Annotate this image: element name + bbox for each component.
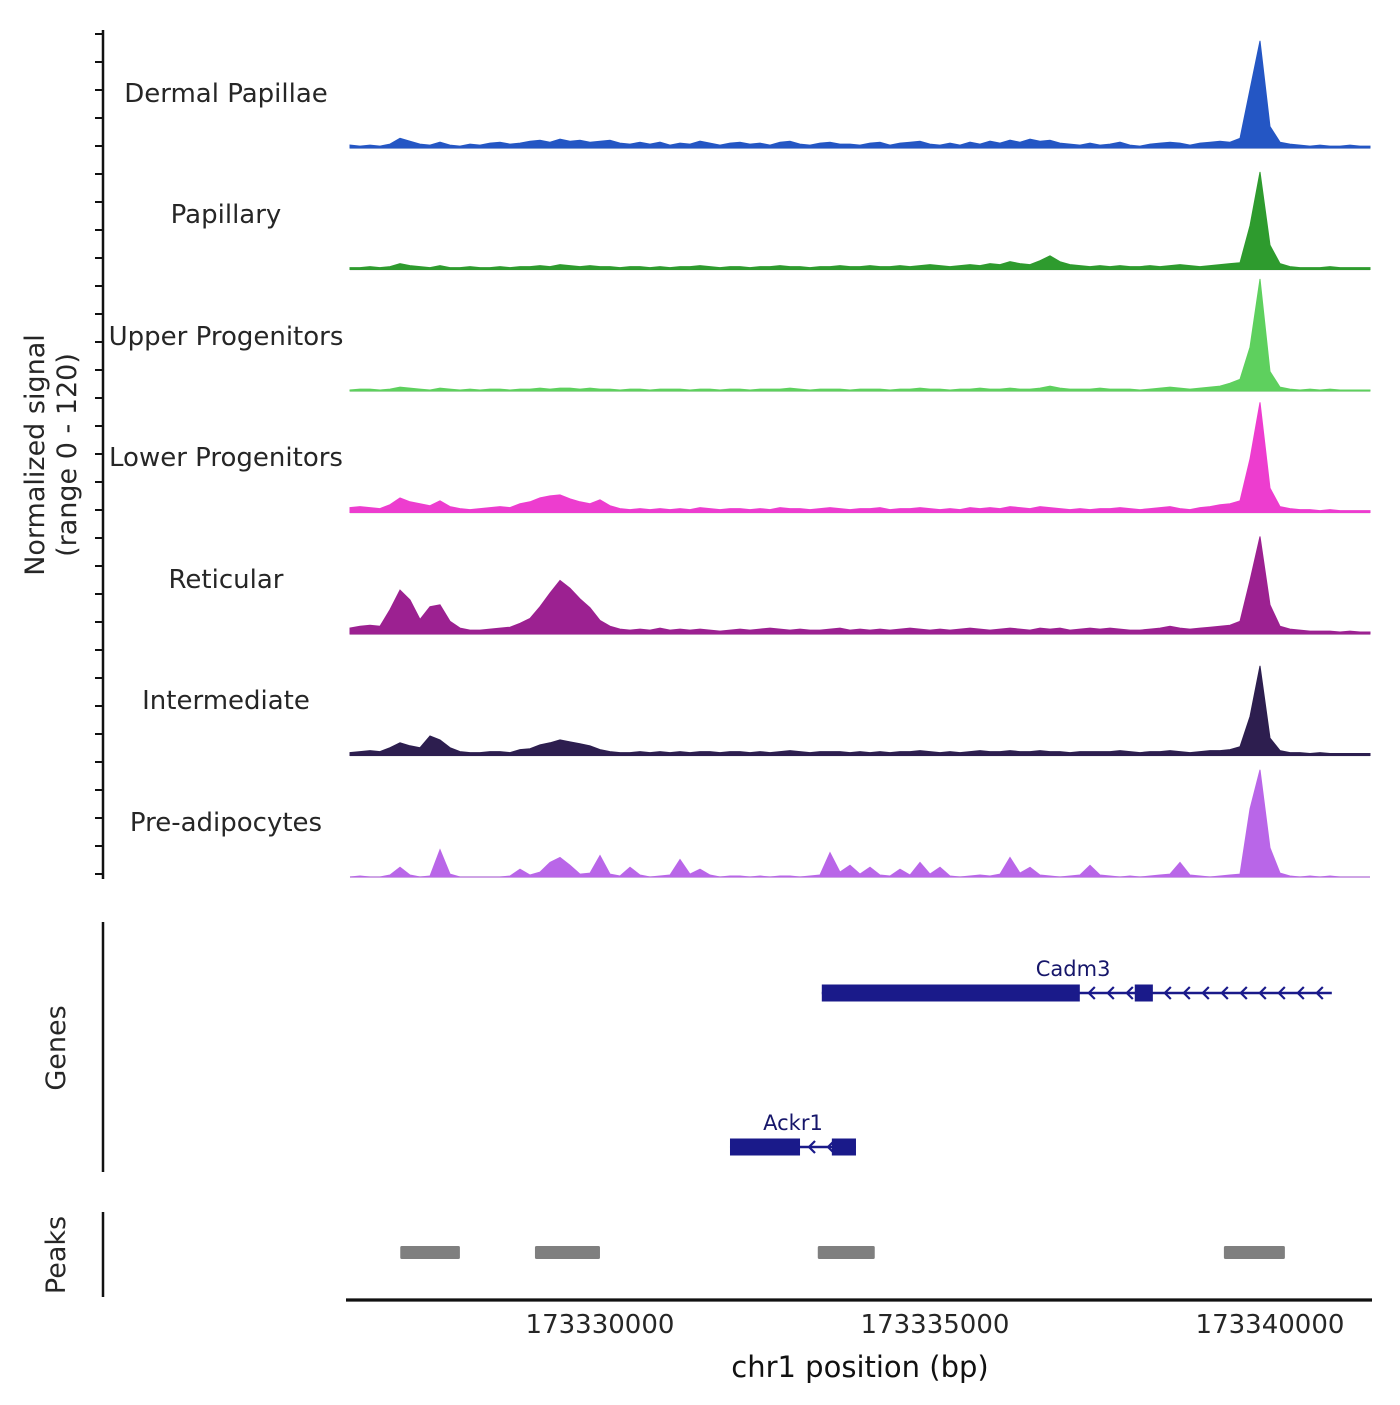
- gene-strand-arrow-icon: [1182, 986, 1191, 1000]
- gene-strand-arrow-icon: [1220, 986, 1229, 1000]
- y-axis-label-line1: Normalized signal: [20, 334, 51, 576]
- track-label-intermediate: Intermediate: [142, 686, 310, 716]
- track-label-dermal-papillae: Dermal Papillae: [124, 79, 328, 109]
- gene-strand-arrow-icon: [1315, 986, 1324, 1000]
- gene-exon-ackr1: [831, 1138, 856, 1156]
- track-label-lower-progenitors: Lower Progenitors: [109, 443, 343, 473]
- gene-exon-ackr1: [729, 1138, 801, 1156]
- gene-strand-arrow-icon: [1258, 986, 1267, 1000]
- y-axis-label-line2: (range 0 - 120): [52, 353, 83, 557]
- signal-area-papillary: [349, 171, 1371, 270]
- gene-strand-arrow-icon: [1239, 986, 1248, 1000]
- x-axis-title: chr1 position (bp): [731, 1350, 989, 1384]
- x-tick-label-173330000: 173330000: [525, 1310, 675, 1340]
- gene-label-cadm3: Cadm3: [1036, 957, 1111, 981]
- gene-strand-arrow-icon: [1163, 986, 1172, 1000]
- track-label-papillary: Papillary: [170, 200, 282, 230]
- peaks-section-label: Peaks: [41, 1215, 72, 1295]
- peak-region: [817, 1246, 875, 1259]
- gene-label-ackr1: Ackr1: [763, 1111, 823, 1135]
- gene-exon-cadm3: [1134, 984, 1153, 1002]
- gene-strand-arrow-icon: [1277, 986, 1286, 1000]
- signal-area-intermediate: [349, 665, 1371, 756]
- gene-strand-arrow-icon: [1087, 986, 1096, 1000]
- peak-region: [534, 1246, 600, 1259]
- x-tick-label-173335000: 173335000: [860, 1310, 1010, 1340]
- track-label-reticular: Reticular: [168, 565, 284, 595]
- signal-area-upper-progenitors: [349, 278, 1371, 392]
- track-label-upper-progenitors: Upper Progenitors: [108, 322, 344, 352]
- peak-region: [400, 1246, 460, 1259]
- gene-strand-arrow-icon: [1125, 986, 1134, 1000]
- peak-region: [1223, 1246, 1285, 1259]
- gene-exon-cadm3: [821, 984, 1080, 1002]
- signal-area-dermal-papillae: [349, 40, 1371, 149]
- gene-strand-arrow-icon: [1201, 986, 1210, 1000]
- y-axis-label: Normalized signal (range 0 - 120): [20, 155, 84, 755]
- x-tick-label-173340000: 173340000: [1195, 1310, 1345, 1340]
- signal-area-reticular: [349, 536, 1371, 635]
- signal-area-pre-adipocytes: [349, 769, 1370, 878]
- track-label-pre-adipocytes: Pre-adipocytes: [129, 808, 323, 838]
- gene-strand-arrow-icon: [1296, 986, 1305, 1000]
- gene-strand-arrow-icon: [807, 1140, 816, 1154]
- signal-area-lower-progenitors: [349, 402, 1371, 513]
- gene-strand-arrow-icon: [1106, 986, 1115, 1000]
